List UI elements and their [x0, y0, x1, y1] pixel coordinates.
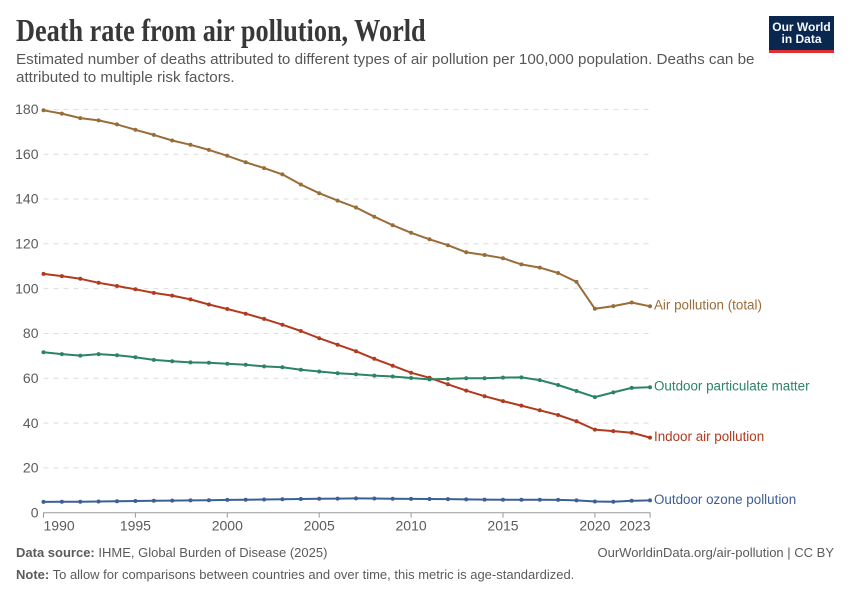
svg-text:Air pollution (total): Air pollution (total): [654, 298, 762, 313]
svg-text:40: 40: [23, 415, 39, 431]
svg-text:180: 180: [15, 101, 39, 117]
svg-text:Outdoor ozone pollution: Outdoor ozone pollution: [654, 492, 796, 507]
svg-text:20: 20: [23, 460, 39, 476]
svg-text:120: 120: [15, 236, 39, 252]
svg-text:0: 0: [31, 504, 39, 520]
svg-text:2010: 2010: [396, 518, 427, 534]
svg-text:2005: 2005: [304, 518, 335, 534]
svg-text:2000: 2000: [212, 518, 243, 534]
svg-text:1990: 1990: [44, 518, 75, 534]
svg-text:2023: 2023: [619, 518, 650, 534]
svg-text:2020: 2020: [579, 518, 610, 534]
svg-text:2015: 2015: [487, 518, 518, 534]
svg-text:60: 60: [23, 370, 39, 386]
svg-text:Indoor air pollution: Indoor air pollution: [654, 429, 764, 444]
svg-text:Outdoor particulate matter: Outdoor particulate matter: [654, 379, 810, 394]
svg-text:1995: 1995: [120, 518, 151, 534]
svg-text:100: 100: [15, 280, 39, 296]
svg-text:140: 140: [15, 191, 39, 207]
svg-text:80: 80: [23, 325, 39, 341]
svg-text:160: 160: [15, 146, 39, 162]
